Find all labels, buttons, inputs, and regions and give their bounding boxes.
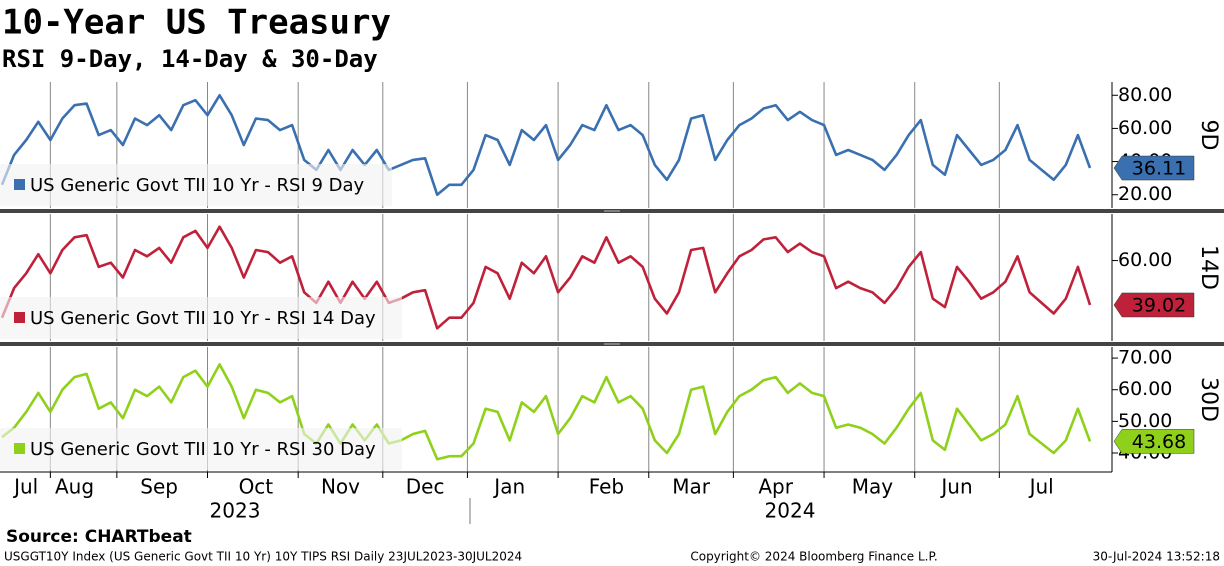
panel-label: 9D: [1196, 120, 1221, 151]
y-tick-label: 60.00: [1118, 378, 1172, 400]
footer-center: Copyright© 2024 Bloomberg Finance L.P.: [690, 550, 937, 564]
footer-left: USGGT10Y Index (US Generic Govt TII 10 Y…: [4, 550, 522, 564]
x-tick-label: Aug: [55, 475, 94, 499]
year-label: 2023: [210, 499, 261, 523]
y-tick-label: 50.00: [1118, 410, 1172, 432]
x-tick-label: Jun: [939, 475, 972, 499]
chart-subtitle: RSI 9-Day, 14-Day & 30-Day: [2, 45, 378, 73]
x-tick-label: Apr: [758, 475, 793, 499]
x-tick-label: Mar: [672, 475, 711, 499]
last-value-label: 36.11: [1132, 158, 1186, 180]
last-value-tag: [1113, 292, 1195, 318]
y-tick-label: 60.00: [1118, 117, 1172, 139]
x-tick-label: Nov: [321, 475, 360, 499]
x-tick-label: Jan: [492, 475, 525, 499]
legend-swatch: [14, 443, 25, 454]
x-tick-label: May: [852, 475, 894, 499]
legend-box: [0, 297, 402, 339]
last-value-tag: [1113, 429, 1195, 454]
y-tick-label: 20.00: [1118, 183, 1172, 205]
y-tick-label: 70.00: [1118, 347, 1172, 369]
chart-title: 10-Year US Treasury: [2, 3, 391, 43]
last-value-label: 39.02: [1132, 294, 1186, 316]
x-tick-label: Jul: [1028, 475, 1054, 499]
legend-label: US Generic Govt TII 10 Yr - RSI 30 Day: [30, 439, 376, 460]
footer-right: 30-Jul-2024 13:52:18: [1093, 550, 1220, 564]
last-value-tag: [1113, 155, 1195, 181]
legend-box: [0, 164, 392, 206]
source: Source: CHARTbeat: [6, 527, 192, 547]
x-tick-label: Sep: [140, 475, 178, 499]
x-tick-label: Dec: [406, 475, 445, 499]
x-tick-label: Jul: [12, 475, 38, 499]
panel-label: 14D: [1196, 245, 1221, 290]
line: [0, 94, 1092, 196]
legend-swatch: [14, 179, 25, 190]
x-tick-label: Oct: [239, 475, 274, 499]
legend-box: [0, 428, 402, 470]
x-tick-label: Feb: [589, 475, 624, 499]
panel-label: 30D: [1196, 377, 1221, 422]
legend-swatch: [14, 312, 25, 323]
legend-label: US Generic Govt TII 10 Yr - RSI 14 Day: [30, 308, 376, 329]
line: [0, 225, 1092, 330]
line: [1, 363, 1092, 461]
year-label: 2024: [765, 499, 816, 523]
legend-label: US Generic Govt TII 10 Yr - RSI 9 Day: [30, 175, 365, 196]
last-value-label: 43.68: [1132, 431, 1186, 453]
y-tick-label: 80.00: [1118, 84, 1172, 106]
y-tick-label: 60.00: [1118, 249, 1172, 271]
